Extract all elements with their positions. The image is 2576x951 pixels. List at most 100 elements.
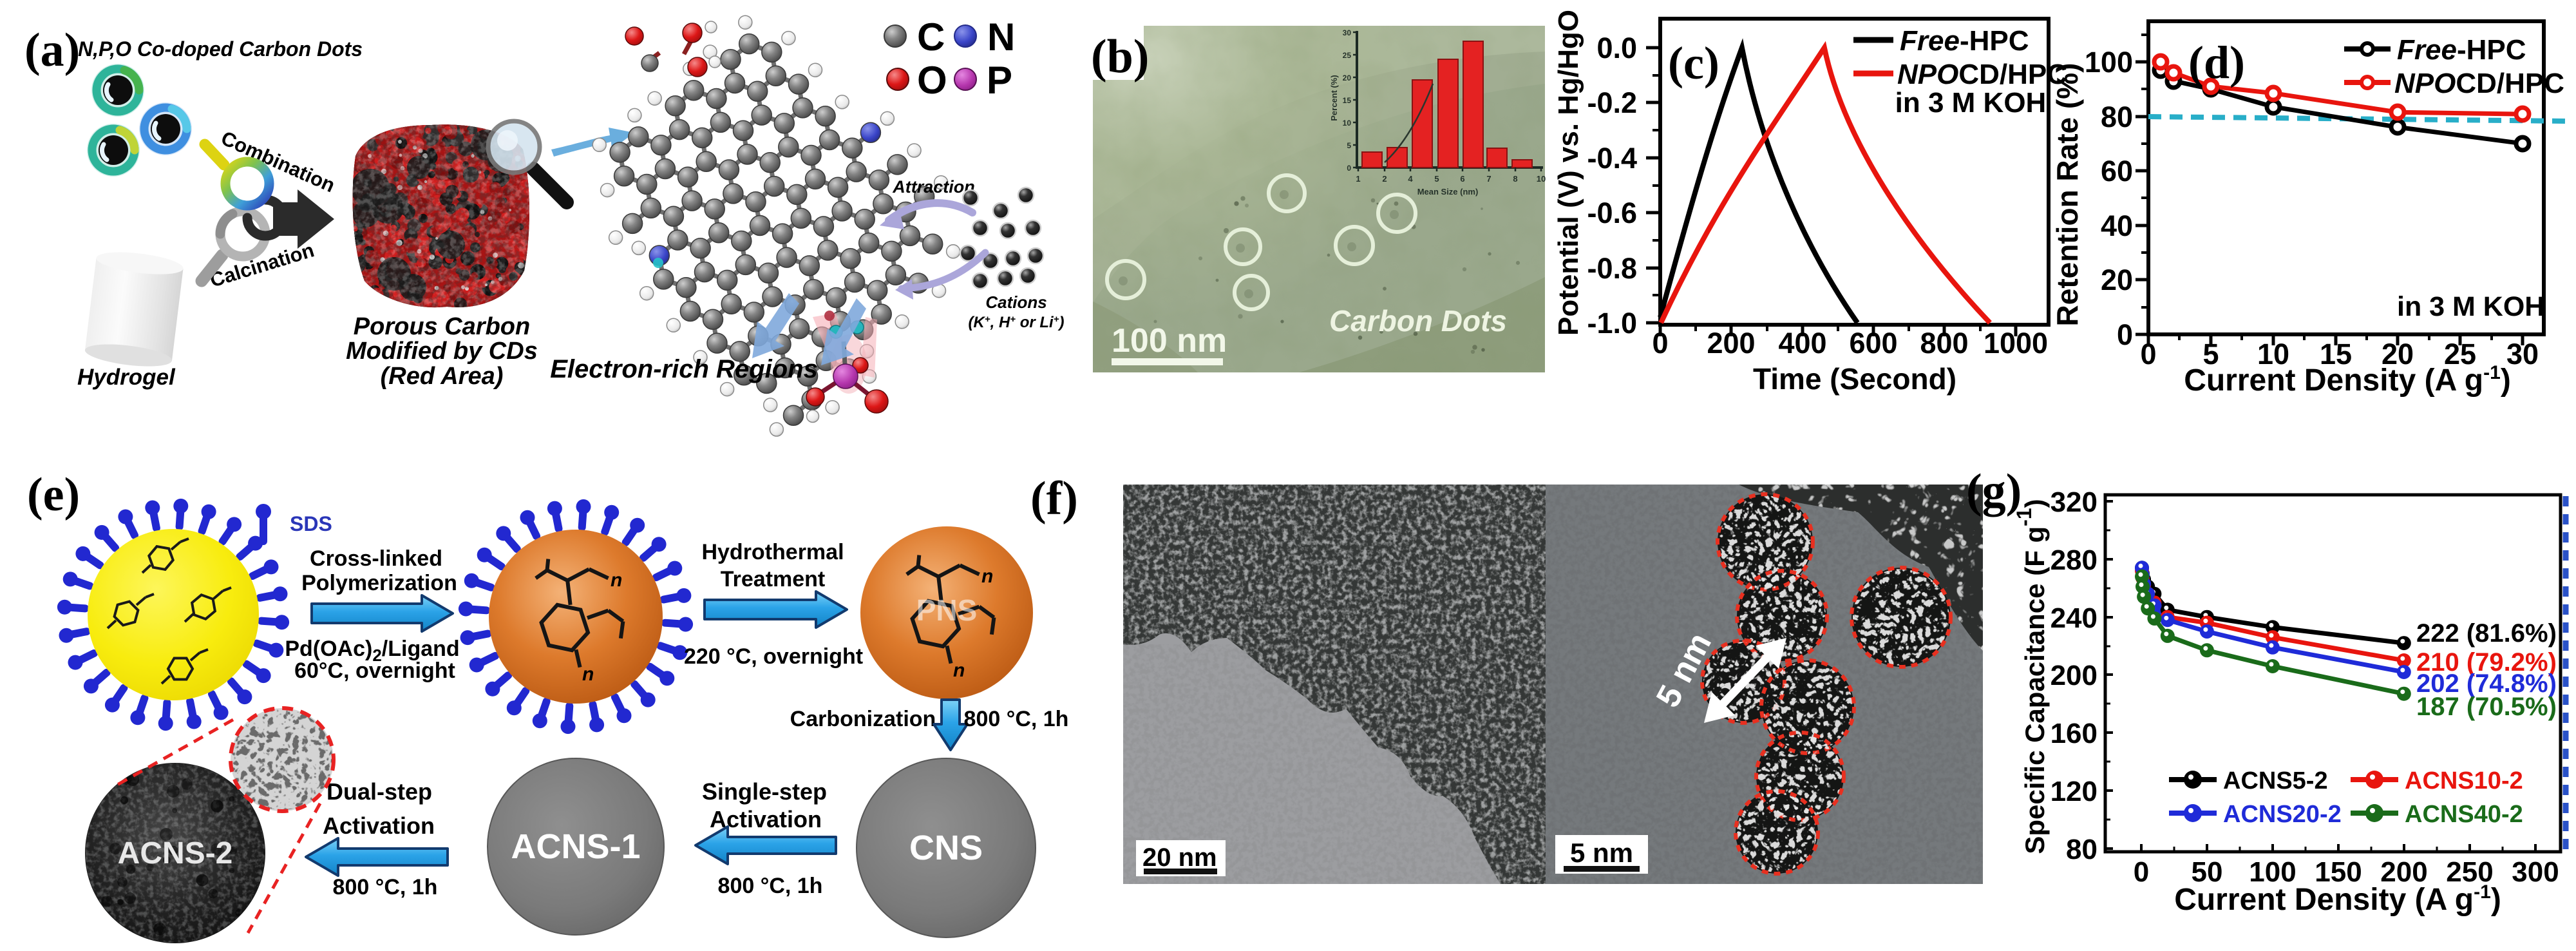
svg-text:10: 10 bbox=[2257, 338, 2289, 370]
svg-text:(d): (d) bbox=[2188, 37, 2245, 88]
svg-text:-0.4: -0.4 bbox=[1587, 142, 1637, 175]
svg-text:100: 100 bbox=[2085, 46, 2133, 79]
svg-text:(f): (f) bbox=[1030, 472, 1078, 525]
svg-text:NPOCD/HPC: NPOCD/HPC bbox=[2394, 68, 2564, 99]
svg-text:n: n bbox=[611, 570, 622, 591]
svg-text:320: 320 bbox=[2050, 486, 2098, 518]
svg-text:100 nm: 100 nm bbox=[1112, 322, 1227, 360]
svg-text:20 nm: 20 nm bbox=[1142, 843, 1217, 872]
svg-text:800 °C, 1h: 800 °C, 1h bbox=[964, 707, 1069, 731]
svg-text:25: 25 bbox=[2444, 338, 2476, 370]
svg-text:Dual-step: Dual-step bbox=[327, 778, 432, 805]
svg-text:210 (79.2%): 210 (79.2%) bbox=[2416, 648, 2557, 677]
svg-text:(a): (a) bbox=[24, 24, 80, 77]
svg-text:20: 20 bbox=[2382, 338, 2414, 370]
svg-text:30: 30 bbox=[2506, 338, 2539, 370]
svg-text:SDS: SDS bbox=[290, 512, 332, 535]
svg-text:in 3 M KOH: in 3 M KOH bbox=[1895, 87, 2047, 119]
svg-text:280: 280 bbox=[2050, 544, 2098, 576]
svg-text:200: 200 bbox=[2380, 856, 2427, 888]
svg-text:600: 600 bbox=[1849, 327, 1897, 360]
svg-text:Mean Size (nm): Mean Size (nm) bbox=[1417, 187, 1479, 197]
svg-text:(b): (b) bbox=[1091, 30, 1149, 83]
svg-text:5: 5 bbox=[2202, 338, 2219, 370]
svg-text:Carbonization: Carbonization bbox=[790, 707, 936, 731]
svg-text:80: 80 bbox=[2066, 834, 2098, 865]
svg-text:O: O bbox=[917, 59, 947, 102]
svg-text:Cross-linked: Cross-linked bbox=[310, 546, 442, 571]
svg-text:5: 5 bbox=[1434, 174, 1439, 184]
svg-text:Single-step: Single-step bbox=[702, 778, 827, 805]
svg-text:60: 60 bbox=[2101, 155, 2133, 187]
svg-text:120: 120 bbox=[2050, 776, 2098, 807]
svg-text:(e): (e) bbox=[27, 468, 80, 521]
svg-text:CNS: CNS bbox=[909, 829, 983, 867]
svg-text:Current Density (A g-1): Current Density (A g-1) bbox=[2174, 881, 2501, 917]
svg-text:-0.6: -0.6 bbox=[1587, 197, 1637, 229]
svg-text:25: 25 bbox=[1343, 51, 1352, 60]
svg-text:0: 0 bbox=[2134, 856, 2149, 888]
svg-text:150: 150 bbox=[2315, 856, 2362, 888]
svg-text:Percent (%): Percent (%) bbox=[1329, 75, 1339, 121]
svg-text:Activation: Activation bbox=[323, 812, 435, 839]
svg-text:Free-HPC: Free-HPC bbox=[1900, 25, 2029, 57]
svg-text:100: 100 bbox=[2249, 856, 2296, 888]
svg-text:5 nm: 5 nm bbox=[1570, 838, 1633, 868]
svg-text:0: 0 bbox=[2140, 338, 2156, 370]
svg-text:-0.2: -0.2 bbox=[1587, 86, 1637, 119]
svg-text:1000: 1000 bbox=[1984, 327, 2048, 360]
svg-text:n: n bbox=[582, 664, 594, 685]
svg-text:222 (81.6%): 222 (81.6%) bbox=[2416, 619, 2557, 648]
svg-text:7: 7 bbox=[1486, 174, 1491, 184]
svg-text:Free-HPC: Free-HPC bbox=[2397, 34, 2526, 66]
svg-text:Modified by CDs: Modified by CDs bbox=[346, 338, 538, 365]
svg-text:220 °C, overnight: 220 °C, overnight bbox=[684, 644, 863, 669]
svg-text:(Red Area): (Red Area) bbox=[381, 363, 504, 390]
svg-text:40: 40 bbox=[2101, 209, 2133, 242]
svg-text:60°C, overnight: 60°C, overnight bbox=[294, 658, 455, 683]
svg-text:15: 15 bbox=[2320, 338, 2352, 370]
svg-text:Potential (V) vs. Hg/HgO: Potential (V) vs. Hg/HgO bbox=[1553, 10, 1584, 336]
svg-text:Hydrothermal: Hydrothermal bbox=[701, 540, 844, 564]
svg-text:400: 400 bbox=[1778, 327, 1826, 360]
svg-text:n: n bbox=[981, 566, 993, 587]
svg-text:(K+, H+ or Li+): (K+, H+ or Li+) bbox=[969, 314, 1065, 331]
svg-text:Current Density (A g-1): Current Density (A g-1) bbox=[2184, 362, 2511, 398]
svg-text:0.0: 0.0 bbox=[1596, 32, 1637, 64]
svg-text:n: n bbox=[953, 660, 965, 681]
svg-text:202 (74.8%): 202 (74.8%) bbox=[2416, 669, 2557, 698]
svg-text:20: 20 bbox=[1343, 73, 1352, 82]
svg-text:Pd(OAc)2/Ligand: Pd(OAc)2/Ligand bbox=[285, 637, 459, 665]
svg-text:800 °C, 1h: 800 °C, 1h bbox=[718, 874, 823, 898]
svg-text:Carbon Dots: Carbon Dots bbox=[1329, 304, 1507, 338]
svg-text:80: 80 bbox=[2101, 101, 2133, 133]
svg-text:ACNS40-2: ACNS40-2 bbox=[2405, 801, 2523, 828]
svg-text:Porous Carbon: Porous Carbon bbox=[354, 313, 530, 340]
svg-text:Electron-rich Regions: Electron-rich Regions bbox=[550, 355, 818, 383]
svg-text:4: 4 bbox=[1408, 174, 1413, 184]
svg-text:187 (70.5%): 187 (70.5%) bbox=[2416, 693, 2557, 721]
svg-text:2: 2 bbox=[1382, 174, 1387, 184]
svg-text:800 °C, 1h: 800 °C, 1h bbox=[333, 875, 438, 899]
svg-text:in 3 M KOH: in 3 M KOH bbox=[2397, 291, 2544, 322]
svg-text:ACNS-2: ACNS-2 bbox=[118, 836, 233, 870]
svg-text:-0.8: -0.8 bbox=[1587, 252, 1637, 285]
svg-text:ACNS-1: ACNS-1 bbox=[511, 827, 640, 866]
svg-text:20: 20 bbox=[2101, 264, 2133, 296]
svg-text:800: 800 bbox=[1920, 327, 1968, 360]
svg-text:Cations: Cations bbox=[985, 293, 1046, 312]
svg-text:0: 0 bbox=[1652, 327, 1668, 360]
svg-text:30: 30 bbox=[1343, 28, 1352, 37]
svg-text:Polymerization: Polymerization bbox=[301, 571, 457, 595]
svg-text:0: 0 bbox=[2117, 318, 2133, 351]
svg-text:Hydrogel: Hydrogel bbox=[77, 365, 176, 390]
svg-text:15: 15 bbox=[1343, 96, 1352, 105]
svg-text:10: 10 bbox=[1343, 119, 1352, 128]
svg-text:PNS: PNS bbox=[916, 593, 978, 627]
svg-text:NPOCD/HPC: NPOCD/HPC bbox=[1897, 59, 2067, 90]
svg-text:1: 1 bbox=[1356, 174, 1360, 184]
svg-text:10: 10 bbox=[1537, 174, 1546, 184]
svg-text:6: 6 bbox=[1460, 174, 1464, 184]
svg-text:N,P,O Co-doped Carbon Dots: N,P,O Co-doped Carbon Dots bbox=[78, 37, 363, 61]
svg-text:ACNS10-2: ACNS10-2 bbox=[2405, 767, 2523, 794]
